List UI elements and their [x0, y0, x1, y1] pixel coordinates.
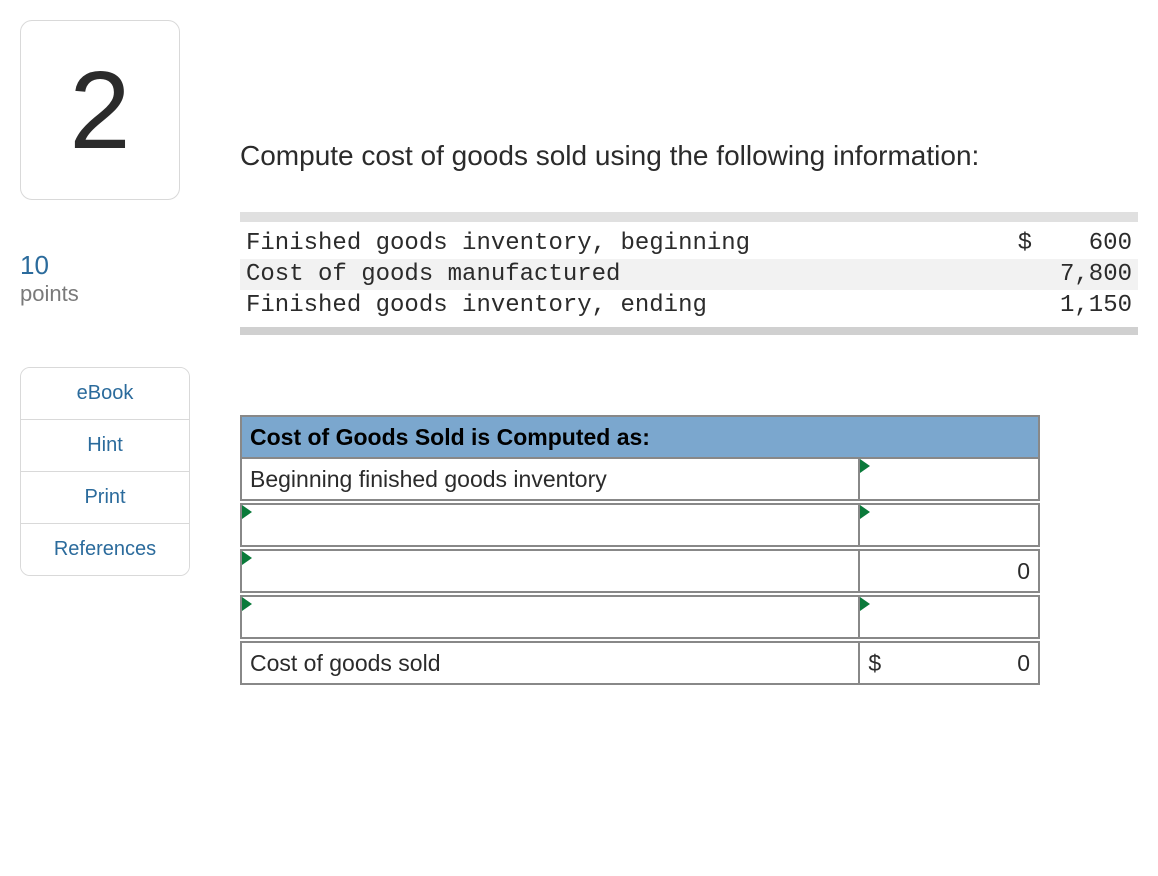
print-link[interactable]: Print [21, 471, 189, 523]
data-label: Finished goods inventory, beginning [240, 228, 998, 259]
answer-desc-input[interactable] [241, 550, 859, 592]
question-number-box: 2 [20, 20, 180, 200]
answer-table: Cost of Goods Sold is Computed as: Begin… [240, 415, 1040, 685]
answer-desc-input[interactable] [241, 504, 859, 546]
edit-indicator-icon [860, 505, 870, 519]
total-label: Cost of goods sold [241, 642, 859, 684]
edit-indicator-icon [242, 505, 252, 519]
answer-value-cell: 0 [859, 550, 1039, 592]
edit-indicator-icon [860, 597, 870, 611]
edit-indicator-icon [242, 551, 252, 565]
answer-value-input[interactable] [859, 596, 1039, 638]
total-currency: $ [868, 650, 881, 677]
answer-value-input[interactable] [859, 504, 1039, 546]
table-bottom-bar [240, 327, 1138, 335]
question-prompt: Compute cost of goods sold using the fol… [240, 140, 1138, 172]
data-label: Cost of goods manufactured [240, 259, 998, 290]
data-value: 1,150 [1038, 290, 1138, 321]
answer-desc-text: Beginning finished goods inventory [250, 466, 607, 492]
data-value: 600 [1038, 228, 1138, 259]
references-link[interactable]: References [21, 523, 189, 575]
total-value-cell: $ 0 [859, 642, 1039, 684]
edit-indicator-icon [860, 459, 870, 473]
answer-desc-cell: Beginning finished goods inventory [241, 458, 859, 500]
points-block: 10 points [20, 250, 79, 307]
hint-link[interactable]: Hint [21, 419, 189, 471]
data-row: Finished goods inventory, beginning $ 60… [240, 228, 1138, 259]
table-top-bar [240, 212, 1138, 222]
given-data-table: Finished goods inventory, beginning $ 60… [240, 212, 1138, 335]
points-label: points [20, 281, 79, 307]
data-label: Finished goods inventory, ending [240, 290, 998, 321]
answer-header: Cost of Goods Sold is Computed as: [241, 416, 1039, 458]
data-currency [998, 259, 1038, 290]
answer-desc-input[interactable] [241, 596, 859, 638]
question-number: 2 [69, 47, 130, 174]
data-currency: $ [998, 228, 1038, 259]
edit-indicator-icon [242, 597, 252, 611]
data-row: Finished goods inventory, ending 1,150 [240, 290, 1138, 321]
answer-value-text: 0 [1017, 558, 1030, 584]
main-content: Compute cost of goods sold using the fol… [240, 20, 1138, 685]
data-currency [998, 290, 1038, 321]
answer-value-input[interactable] [859, 458, 1039, 500]
resource-links: eBook Hint Print References [20, 367, 190, 576]
points-value: 10 [20, 250, 79, 281]
ebook-link[interactable]: eBook [21, 368, 189, 419]
sidebar: 2 10 points eBook Hint Print References [20, 20, 190, 685]
data-value: 7,800 [1038, 259, 1138, 290]
total-value: 0 [1017, 650, 1030, 677]
data-row: Cost of goods manufactured 7,800 [240, 259, 1138, 290]
